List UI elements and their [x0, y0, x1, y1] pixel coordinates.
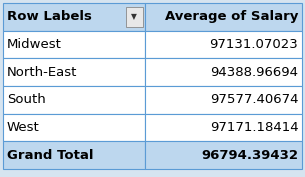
Text: North-East: North-East [7, 66, 77, 79]
Text: ▼: ▼ [131, 12, 137, 21]
Text: 94388.96694: 94388.96694 [210, 66, 298, 79]
Text: Midwest: Midwest [7, 38, 62, 51]
Bar [145, 114, 302, 141]
Text: Row Labels: Row Labels [7, 10, 91, 23]
Bar [145, 86, 302, 114]
Bar [3, 86, 145, 114]
Bar [3, 114, 145, 141]
Text: Average of Salary: Average of Salary [165, 10, 298, 23]
Bar [3, 58, 145, 86]
Text: 97577.40674: 97577.40674 [210, 93, 298, 106]
Bar [145, 58, 302, 86]
Bar [3, 141, 145, 169]
Bar [145, 3, 302, 31]
Bar [3, 3, 145, 31]
Text: 96794.39432: 96794.39432 [201, 149, 298, 162]
Text: Grand Total: Grand Total [7, 149, 93, 162]
Bar [145, 31, 302, 58]
Text: West: West [7, 121, 39, 134]
Bar [3, 31, 145, 58]
Bar [145, 141, 302, 169]
Bar [126, 7, 142, 27]
Text: 97131.07023: 97131.07023 [210, 38, 298, 51]
Text: South: South [7, 93, 45, 106]
Text: 97171.18414: 97171.18414 [210, 121, 298, 134]
